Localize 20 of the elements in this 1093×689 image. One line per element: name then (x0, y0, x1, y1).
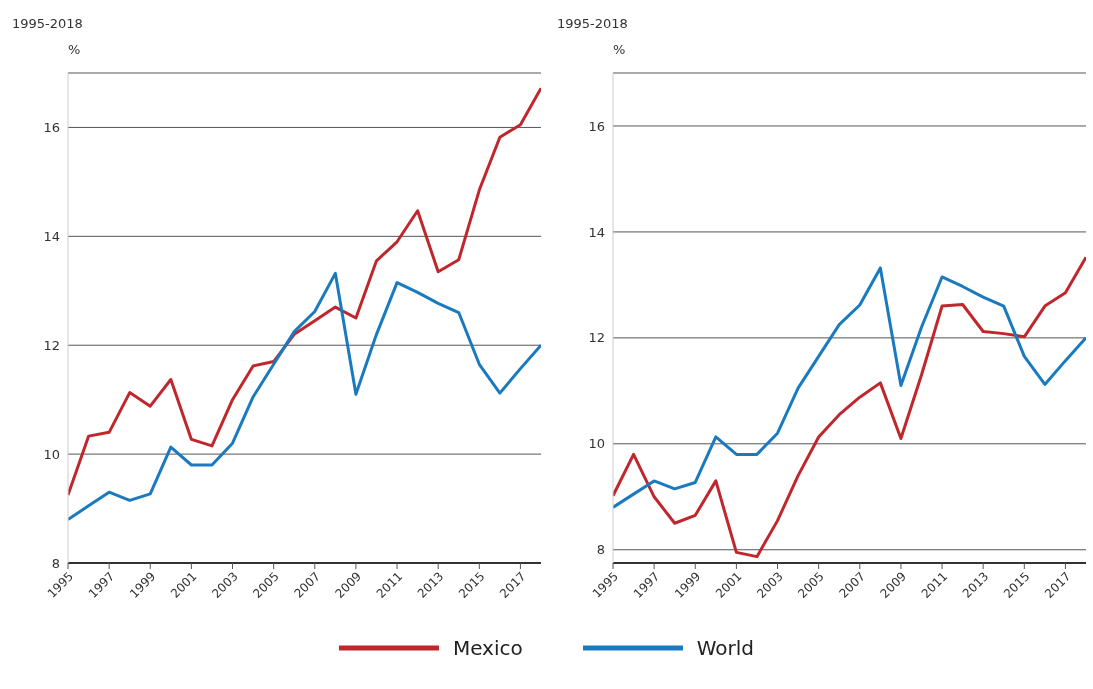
line-series (613, 266, 1086, 509)
y-axis-title: % (613, 42, 626, 57)
line-series (68, 86, 541, 497)
y-tick-label: 14 (588, 224, 605, 240)
line-series (68, 271, 541, 521)
y-tick-label: 8 (596, 542, 605, 558)
y-tick-label: 10 (43, 446, 60, 462)
legend-label: World (696, 636, 755, 660)
y-tick-label: 16 (43, 120, 60, 136)
line-series (613, 255, 1086, 559)
y-tick-label: 12 (43, 337, 60, 353)
y-tick-label: 14 (43, 228, 60, 244)
legend-label: Mexico (452, 636, 523, 660)
chart-title: 1995-2018 (12, 16, 83, 31)
y-tick-label: 10 (588, 436, 605, 452)
chart-title: 1995-2018 (557, 16, 628, 31)
y-tick-label: 8 (51, 555, 60, 571)
y-tick-label: 16 (588, 118, 605, 134)
y-tick-label: 12 (588, 330, 605, 346)
y-axis-title: % (68, 42, 81, 57)
